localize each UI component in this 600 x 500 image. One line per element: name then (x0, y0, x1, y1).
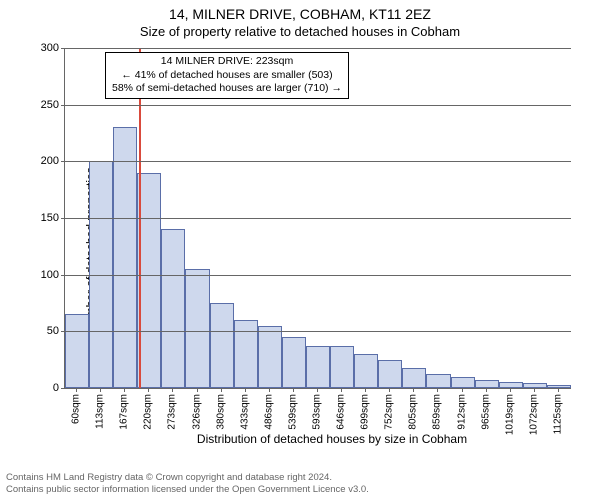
x-tick-label: 699sqm (360, 394, 371, 430)
y-tick-mark (61, 161, 65, 162)
y-tick-label: 150 (29, 212, 65, 224)
chart-title: 14, MILNER DRIVE, COBHAM, KT11 2EZ (0, 0, 600, 22)
x-tick-mark (558, 388, 559, 392)
gridline (65, 161, 571, 162)
chart-container: 14, MILNER DRIVE, COBHAM, KT11 2EZ Size … (0, 0, 600, 500)
histogram-bar (378, 360, 402, 388)
x-tick-mark (293, 388, 294, 392)
x-tick-mark (437, 388, 438, 392)
x-tick-mark (510, 388, 511, 392)
chart-area: 14 MILNER DRIVE: 223sqm ← 41% of detache… (64, 48, 570, 418)
x-tick-mark (100, 388, 101, 392)
histogram-bar (65, 314, 89, 388)
annotation-line: 58% of semi-detached houses are larger (… (112, 82, 342, 96)
x-tick-label: 486sqm (263, 394, 274, 430)
x-tick-mark (341, 388, 342, 392)
y-tick-label: 100 (29, 269, 65, 281)
histogram-bar (210, 303, 234, 388)
annotation-box: 14 MILNER DRIVE: 223sqm ← 41% of detache… (105, 52, 349, 99)
histogram-bar (234, 320, 258, 388)
x-tick-label: 60sqm (71, 394, 82, 424)
y-tick-mark (61, 331, 65, 332)
histogram-bar (451, 377, 475, 388)
histogram-bar (330, 346, 354, 388)
gridline (65, 218, 571, 219)
x-tick-label: 965sqm (480, 394, 491, 430)
x-tick-label: 593sqm (312, 394, 323, 430)
histogram-bar (113, 127, 137, 388)
histogram-bar (402, 368, 426, 388)
x-tick-label: 646sqm (336, 394, 347, 430)
histogram-bar (161, 229, 185, 388)
x-tick-mark (413, 388, 414, 392)
x-tick-label: 380sqm (215, 394, 226, 430)
x-tick-mark (124, 388, 125, 392)
x-tick-label: 433sqm (239, 394, 250, 430)
y-tick-label: 50 (29, 325, 65, 337)
y-tick-mark (61, 275, 65, 276)
x-tick-mark (534, 388, 535, 392)
x-tick-label: 912sqm (456, 394, 467, 430)
x-tick-mark (486, 388, 487, 392)
gridline (65, 105, 571, 106)
annotation-line: 14 MILNER DRIVE: 223sqm (112, 55, 342, 69)
y-tick-label: 250 (29, 99, 65, 111)
y-tick-mark (61, 105, 65, 106)
histogram-bar (306, 346, 330, 388)
x-tick-label: 326sqm (191, 394, 202, 430)
x-tick-mark (269, 388, 270, 392)
gridline (65, 275, 571, 276)
x-tick-label: 859sqm (432, 394, 443, 430)
x-tick-mark (76, 388, 77, 392)
x-tick-label: 805sqm (408, 394, 419, 430)
y-tick-mark (61, 48, 65, 49)
x-tick-label: 752sqm (384, 394, 395, 430)
x-tick-label: 220sqm (143, 394, 154, 430)
x-tick-mark (148, 388, 149, 392)
x-tick-mark (197, 388, 198, 392)
x-tick-mark (317, 388, 318, 392)
x-tick-label: 113sqm (95, 394, 106, 429)
y-tick-label: 0 (29, 382, 65, 394)
gridline (65, 48, 571, 49)
gridline (65, 331, 571, 332)
histogram-bar (426, 374, 450, 388)
x-tick-mark (462, 388, 463, 392)
y-tick-label: 200 (29, 155, 65, 167)
x-tick-mark (365, 388, 366, 392)
histogram-bar (282, 337, 306, 388)
histogram-bar (475, 380, 499, 388)
credit-line: Contains HM Land Registry data © Crown c… (6, 472, 369, 484)
x-axis-label: Distribution of detached houses by size … (0, 432, 600, 446)
plot-area: 14 MILNER DRIVE: 223sqm ← 41% of detache… (64, 48, 571, 389)
x-tick-mark (221, 388, 222, 392)
x-tick-label: 1125sqm (552, 394, 563, 434)
x-tick-mark (389, 388, 390, 392)
x-tick-label: 273sqm (167, 394, 178, 430)
x-tick-mark (172, 388, 173, 392)
x-tick-label: 167sqm (119, 394, 130, 430)
credits: Contains HM Land Registry data © Crown c… (6, 472, 369, 496)
chart-subtitle: Size of property relative to detached ho… (0, 24, 600, 39)
histogram-bar (354, 354, 378, 388)
x-tick-label: 539sqm (287, 394, 298, 430)
x-tick-label: 1019sqm (504, 394, 515, 435)
x-ticks-group: 60sqm113sqm167sqm220sqm273sqm326sqm380sq… (64, 388, 570, 418)
y-tick-mark (61, 218, 65, 219)
credit-line: Contains public sector information licen… (6, 484, 369, 496)
y-tick-label: 300 (29, 42, 65, 54)
histogram-bar (185, 269, 209, 388)
annotation-line: ← 41% of detached houses are smaller (50… (112, 69, 342, 83)
histogram-bar (258, 326, 282, 388)
x-tick-mark (245, 388, 246, 392)
x-tick-label: 1072sqm (528, 394, 539, 435)
